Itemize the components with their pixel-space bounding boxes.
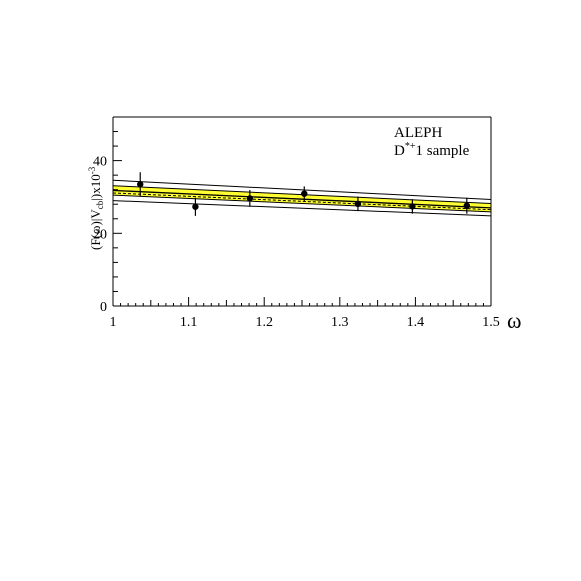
data-point xyxy=(246,195,254,202)
x-axis-label: ω xyxy=(507,308,521,333)
x-tick-label: 1 xyxy=(110,315,117,330)
data-point xyxy=(409,203,416,210)
y-axis-label-sub: cb xyxy=(95,200,105,209)
fit-outer-low-line xyxy=(113,200,491,217)
data-point xyxy=(463,202,471,209)
y-tick-label: 20 xyxy=(93,227,107,242)
data-point xyxy=(354,200,362,208)
fit-central-line xyxy=(113,189,491,209)
x-tick-label: 1.4 xyxy=(407,315,425,330)
svg-text:(F(ω)|Vcb|)x10-3: (F(ω)|Vcb|)x10-3 xyxy=(87,166,105,250)
x-tick-label: 1.1 xyxy=(180,315,198,330)
y-axis-label-main: (F(ω)|V xyxy=(88,209,103,250)
fit-outer-high-line xyxy=(113,179,491,201)
plot-layer: 1 1.1 1.2 1.3 1.4 1.5 0 20 40 xyxy=(93,116,500,330)
fit-dashed-line xyxy=(113,192,491,211)
annotation-line1: ALEPH xyxy=(394,125,443,141)
annotation-line2: D*+1 sample xyxy=(394,141,470,159)
x-tick-label: 1.3 xyxy=(331,315,349,330)
fit-inner-low-line xyxy=(113,194,491,213)
y-axis-label-sup: -3 xyxy=(87,166,97,174)
data-point xyxy=(137,181,144,188)
annotation-line2-pre: D xyxy=(394,143,405,159)
x-tick-label: 1.5 xyxy=(482,315,500,330)
data-point xyxy=(301,190,308,197)
y-axis-label: (F(ω)|Vcb|)x10-3 xyxy=(87,166,105,250)
y-axis-label-post: |)x10 xyxy=(88,174,103,200)
y-tick-label: 40 xyxy=(93,155,107,170)
x-tick-label: 1.2 xyxy=(255,315,273,330)
annotation-line2-post: 1 sample xyxy=(415,143,469,159)
annotation: ALEPH D*+1 sample xyxy=(394,125,470,159)
y-tick-label: 0 xyxy=(100,300,107,315)
data-point xyxy=(192,203,199,210)
annotation-line2-sup: *+ xyxy=(405,141,416,152)
